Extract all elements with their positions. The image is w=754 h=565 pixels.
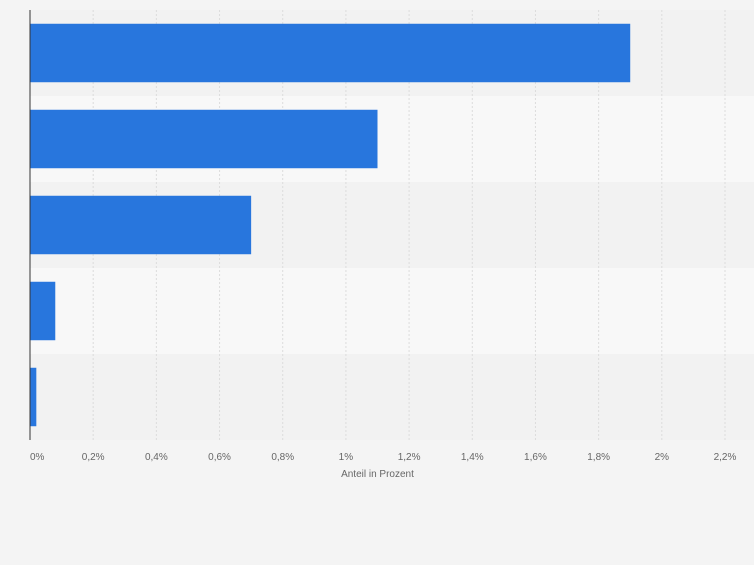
bar [30, 281, 56, 341]
x-tick-labels: 0% 0,2% 0,4% 0,6% 0,8% 1% 1,2% 1,4% 1,6% 1,8% 2% 2,… [30, 452, 737, 463]
x-tick-label: 0,4% [145, 452, 168, 463]
x-tick-label: 0% [30, 452, 45, 463]
row-band [30, 268, 754, 354]
bar [30, 367, 37, 427]
bar [30, 23, 631, 83]
x-tick-label: 1,4% [461, 452, 484, 463]
x-tick-label: 1,2% [398, 452, 421, 463]
x-tick-label: 0,6% [208, 452, 231, 463]
x-tick-label: 2% [655, 452, 670, 463]
x-tick-label: 0,8% [271, 452, 294, 463]
x-tick-label: 1% [339, 452, 354, 463]
x-tick-label: 2,2% [714, 452, 737, 463]
x-tick-label: 1,8% [587, 452, 610, 463]
row-band [30, 354, 754, 440]
bars [30, 23, 631, 427]
bar [30, 109, 378, 169]
x-axis-label: Anteil in Prozent [341, 469, 414, 480]
x-tick-label: 1,6% [524, 452, 547, 463]
row-bands [30, 10, 754, 440]
bar [30, 195, 252, 255]
x-tick-label: 0,2% [82, 452, 105, 463]
